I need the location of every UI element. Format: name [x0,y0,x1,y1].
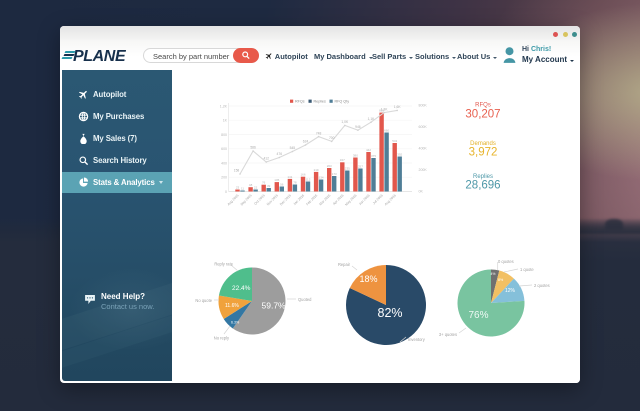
svg-text:600K: 600K [419,125,428,129]
svg-text:RFQs: RFQs [475,103,491,109]
svg-text:Oct 2015: Oct 2015 [253,193,266,206]
svg-text:11.6%: 11.6% [225,303,239,309]
svg-text:235: 235 [345,166,350,170]
svg-text:1 quote: 1 quote [520,267,534,272]
svg-text:30,207: 30,207 [465,109,500,121]
svg-text:545: 545 [290,146,296,150]
svg-text:586: 586 [250,146,256,150]
svg-text:700: 700 [329,136,335,140]
svg-text:56: 56 [280,182,284,186]
svg-text:Replies: Replies [314,100,326,104]
svg-text:800K: 800K [419,103,428,107]
svg-text:748: 748 [316,131,322,135]
svg-text:1,6K: 1,6K [394,105,402,109]
svg-text:22.4%: 22.4% [232,285,251,292]
svg-text:0 quotes: 0 quotes [498,259,514,264]
svg-text:Jun 2016: Jun 2016 [358,193,371,206]
svg-text:158: 158 [234,169,240,173]
svg-text:134: 134 [319,175,324,179]
svg-text:76%: 76% [469,310,489,321]
svg-text:Apr 2016: Apr 2016 [332,193,345,206]
svg-text:543: 543 [392,139,397,143]
svg-text:3,972: 3,972 [469,147,498,159]
svg-text:1,2K: 1,2K [220,104,228,108]
svg-text:1,3K: 1,3K [381,107,389,111]
svg-text:219: 219 [314,168,319,172]
svg-text:82%: 82% [378,306,403,320]
svg-text:Jul 2016: Jul 2016 [372,193,384,205]
svg-text:4%: 4% [491,272,496,276]
svg-text:1,0K: 1,0K [341,120,349,124]
svg-text:6.3%: 6.3% [231,321,240,325]
svg-text:263: 263 [327,164,332,168]
svg-text:8%: 8% [498,278,504,282]
svg-text:173: 173 [332,172,337,176]
svg-text:2 quotes: 2 quotes [534,283,550,288]
svg-text:412: 412 [263,157,269,161]
svg-text:946: 946 [355,125,361,129]
svg-text:Jan 2016: Jan 2016 [293,193,306,206]
svg-text:76: 76 [262,181,266,185]
svg-text:Demands: Demands [470,141,496,147]
svg-text:883: 883 [379,109,384,113]
svg-text:No quote: No quote [195,298,212,303]
svg-text:Reply rate: Reply rate [214,262,233,267]
svg-text:Inventory: Inventory [408,337,426,342]
svg-text:0K: 0K [419,189,424,193]
svg-text:0: 0 [225,190,227,194]
svg-text:39: 39 [267,184,271,188]
svg-text:RFQ Qty: RFQ Qty [335,100,350,104]
svg-text:200K: 200K [419,168,428,172]
svg-text:624: 624 [303,140,309,144]
svg-text:48: 48 [249,183,253,187]
svg-text:Aug 2015: Aug 2015 [227,193,240,206]
svg-text:No reply: No reply [214,336,230,341]
svg-text:400K: 400K [419,146,428,150]
svg-text:392: 392 [397,152,402,156]
svg-text:442: 442 [366,148,371,152]
svg-text:May 2016: May 2016 [344,193,357,206]
svg-text:78: 78 [293,180,297,184]
svg-text:Replies: Replies [473,174,493,180]
svg-text:375: 375 [371,154,376,158]
svg-text:3+ quotes: 3+ quotes [439,332,457,337]
svg-text:257: 257 [358,164,363,168]
svg-text:600: 600 [221,147,227,151]
svg-text:Nov 2015: Nov 2015 [266,193,279,206]
svg-text:105: 105 [274,178,279,182]
svg-text:200: 200 [221,176,227,180]
svg-text:23: 23 [236,185,240,189]
svg-text:Quoted: Quoted [298,297,312,302]
svg-text:476: 476 [277,152,283,156]
svg-text:327: 327 [340,158,345,162]
svg-text:Sep 2015: Sep 2015 [240,193,253,206]
svg-text:Feb 2016: Feb 2016 [305,193,318,206]
svg-text:141: 141 [287,175,292,179]
svg-text:11: 11 [241,186,244,190]
svg-text:59.7%: 59.7% [262,301,287,311]
svg-text:112: 112 [306,177,311,181]
svg-text:Mar 2016: Mar 2016 [318,193,331,206]
svg-text:Dec 2015: Dec 2015 [279,193,292,206]
svg-text:660: 660 [384,128,389,132]
svg-text:166: 166 [300,173,305,177]
svg-text:12%: 12% [505,288,516,294]
svg-text:Aug 2016: Aug 2016 [384,193,397,206]
svg-text:Repair: Repair [338,262,351,267]
svg-text:18%: 18% [360,274,378,284]
svg-text:380: 380 [353,153,358,157]
svg-text:RFQs: RFQs [295,100,305,104]
svg-text:1K: 1K [223,119,228,123]
svg-text:1,1K: 1,1K [368,117,376,121]
svg-text:22: 22 [254,185,258,189]
svg-text:400: 400 [221,161,227,165]
svg-text:800: 800 [221,133,227,137]
svg-text:28,696: 28,696 [465,180,500,192]
